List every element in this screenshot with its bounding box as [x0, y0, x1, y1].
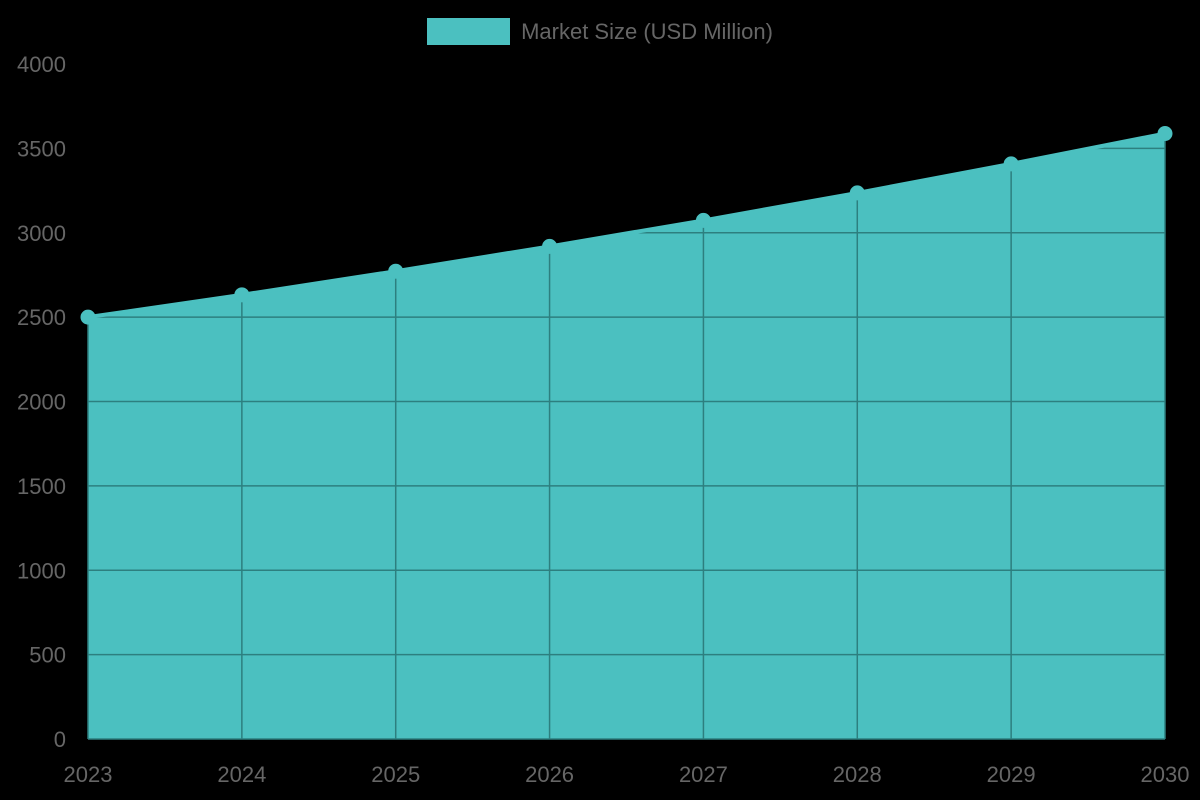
y-tick-label: 1000 — [17, 558, 66, 583]
series-line — [87, 131, 1166, 320]
y-tick-label: 4000 — [17, 52, 66, 77]
legend[interactable]: Market Size (USD Million) — [0, 18, 1200, 45]
data-point — [542, 238, 558, 254]
y-tick-label: 0 — [54, 727, 66, 752]
x-tick-label: 2024 — [217, 762, 266, 787]
data-point — [849, 185, 865, 201]
data-point — [388, 263, 404, 279]
y-tick-label: 2000 — [17, 390, 66, 415]
x-tick-label: 2023 — [64, 762, 113, 787]
y-tick-label: 1500 — [17, 474, 66, 499]
grid-mask — [86, 62, 1167, 318]
y-tick-label: 3500 — [17, 136, 66, 161]
y-tick-label: 500 — [29, 643, 66, 668]
legend-swatch — [427, 18, 511, 45]
legend-label: Market Size (USD Million) — [521, 18, 773, 44]
x-tick-label: 2028 — [833, 762, 882, 787]
x-tick-label: 2026 — [525, 762, 574, 787]
y-tick-label: 3000 — [17, 221, 66, 246]
area-fill — [88, 133, 1165, 739]
data-point — [234, 287, 250, 303]
x-tick-label: 2025 — [371, 762, 420, 787]
data-point — [80, 309, 96, 325]
data-point — [1003, 156, 1019, 172]
data-point — [695, 212, 711, 228]
y-tick-label: 2500 — [17, 305, 66, 330]
data-point — [1157, 126, 1173, 142]
x-tick-label: 2029 — [987, 762, 1036, 787]
x-tick-label: 2027 — [679, 762, 728, 787]
x-tick-label: 2030 — [1141, 762, 1190, 787]
